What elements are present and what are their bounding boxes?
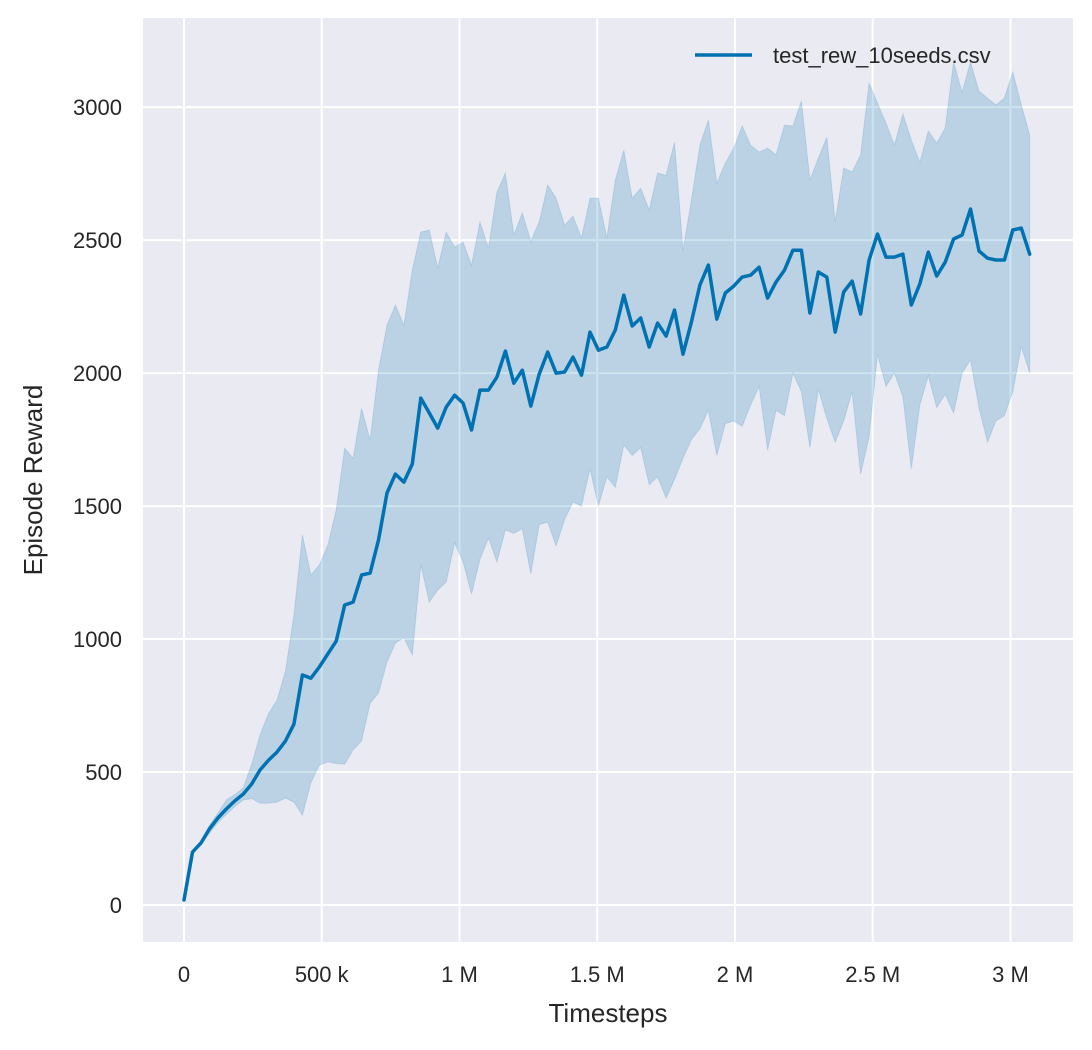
x-tick-label: 1 M xyxy=(441,962,478,987)
tick-labels: 0 500 k 1 M 1.5 M 2 M 2.5 M 3 M 0 500 1000 1500 200… xyxy=(73,95,1029,987)
x-tick-label: 2 M xyxy=(717,962,754,987)
y-tick-label: 2500 xyxy=(73,228,122,253)
x-tick-label: 500 k xyxy=(295,962,350,987)
x-tick-label: 0 xyxy=(178,962,190,987)
legend-label: test_rew_10seeds.csv xyxy=(773,43,991,68)
y-tick-label: 3000 xyxy=(73,95,122,120)
y-tick-label: 1500 xyxy=(73,494,122,519)
legend: test_rew_10seeds.csv xyxy=(695,43,991,68)
x-tick-label: 2.5 M xyxy=(845,962,900,987)
y-tick-label: 500 xyxy=(85,760,122,785)
y-axis-label: Episode Reward xyxy=(18,385,48,576)
grid xyxy=(143,18,1073,942)
x-tick-label: 1.5 M xyxy=(570,962,625,987)
plot-background xyxy=(143,18,1073,942)
y-tick-label: 1000 xyxy=(73,627,122,652)
y-tick-label: 2000 xyxy=(73,361,122,386)
x-tick-label: 3 M xyxy=(992,962,1029,987)
series-layer xyxy=(182,60,1032,902)
x-axis-label: Timesteps xyxy=(549,998,668,1028)
y-tick-label: 0 xyxy=(110,893,122,918)
